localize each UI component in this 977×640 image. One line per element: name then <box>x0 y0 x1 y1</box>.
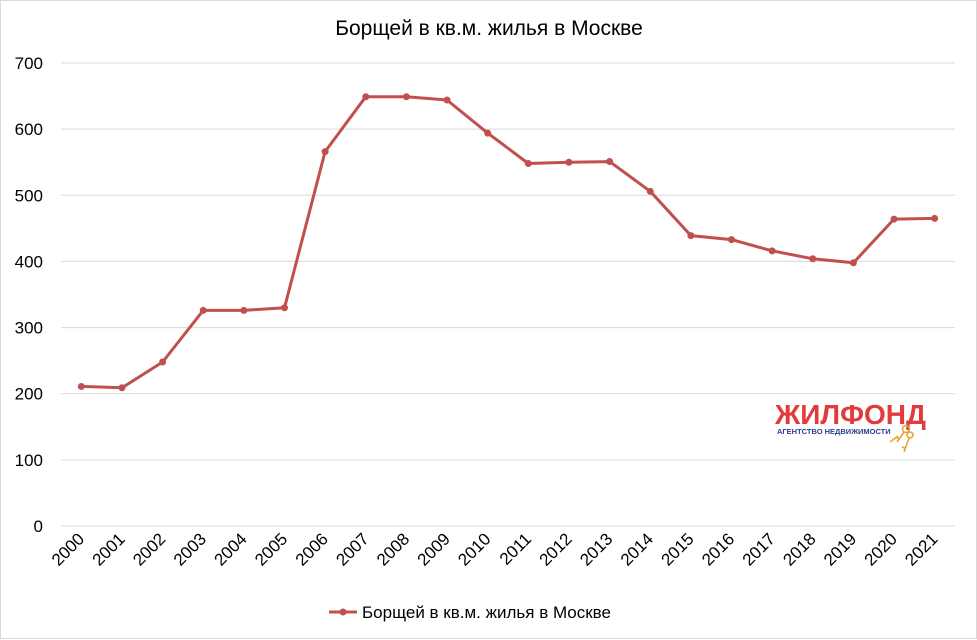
x-tick-label: 2018 <box>779 529 819 569</box>
x-tick-label: 2020 <box>861 529 901 569</box>
series-layer <box>77 93 939 392</box>
legend: Борщей в кв.м. жилья в Москве <box>329 603 611 622</box>
x-tick-label: 2021 <box>901 529 941 569</box>
data-point <box>159 358 167 366</box>
legend-marker-swatch <box>339 608 347 616</box>
y-tick-label: 500 <box>15 186 43 205</box>
x-tick-label: 2000 <box>48 529 88 569</box>
y-tick-label: 600 <box>15 120 43 139</box>
data-point <box>443 96 451 104</box>
x-tick-label: 2013 <box>576 529 616 569</box>
chart-title: Борщей в кв.м. жилья в Москве <box>335 17 643 40</box>
y-tick-label: 300 <box>15 319 43 338</box>
x-tick-label: 2008 <box>373 529 413 569</box>
legend-label: Борщей в кв.м. жилья в Москве <box>362 603 611 622</box>
y-axis-ticks: 0 100 200 300 400 500 600 700 <box>15 54 43 536</box>
series-line-0 <box>79 95 937 390</box>
data-point <box>77 382 85 390</box>
data-point <box>118 384 126 392</box>
x-tick-label: 2004 <box>211 529 251 569</box>
data-point <box>565 158 573 166</box>
gridlines <box>61 62 955 527</box>
x-tick-label: 2003 <box>170 529 210 569</box>
x-tick-label: 2012 <box>536 529 576 569</box>
x-tick-label: 2001 <box>89 529 129 569</box>
data-point <box>362 93 370 101</box>
data-point <box>931 214 939 222</box>
zhilfond-logo: ЖИЛФОНД АГЕНТСТВО НЕДВИЖИМОСТИ <box>774 399 926 453</box>
data-point <box>646 187 654 195</box>
y-tick-label: 200 <box>15 385 43 404</box>
data-point <box>849 259 857 267</box>
x-tick-label: 2015 <box>658 529 698 569</box>
logo-name: ЖИЛФОНД <box>774 399 926 430</box>
x-tick-label: 2002 <box>129 529 169 569</box>
data-point <box>321 148 329 156</box>
data-point <box>402 93 410 101</box>
data-point <box>809 255 817 263</box>
data-point <box>281 304 288 312</box>
x-tick-label: 2007 <box>332 529 372 569</box>
keys-icon <box>889 424 914 453</box>
x-axis-ticks: 2000 2001 2002 2003 2004 2005 2006 2007 2008 2009… <box>48 529 942 569</box>
y-tick-label: 400 <box>15 252 43 271</box>
x-tick-label: 2006 <box>292 529 332 569</box>
y-tick-label: 100 <box>15 451 43 470</box>
x-tick-label: 2014 <box>617 529 657 569</box>
data-point <box>484 129 492 137</box>
x-tick-label: 2005 <box>251 529 291 569</box>
x-tick-label: 2010 <box>454 529 494 569</box>
x-tick-label: 2019 <box>820 529 860 569</box>
data-point <box>199 306 207 314</box>
x-tick-label: 2011 <box>496 529 535 568</box>
y-tick-label: 700 <box>15 54 43 73</box>
y-tick-label: 0 <box>34 517 43 536</box>
x-tick-label: 2017 <box>739 529 779 569</box>
logo-tagline: АГЕНТСТВО НЕДВИЖИМОСТИ <box>777 427 891 436</box>
data-point <box>524 160 532 168</box>
data-point <box>728 236 735 244</box>
x-tick-label: 2016 <box>698 529 738 569</box>
data-point <box>687 232 695 240</box>
data-point <box>890 215 898 223</box>
data-point <box>606 158 614 166</box>
x-tick-label: 2009 <box>414 529 454 569</box>
data-point <box>768 247 776 255</box>
data-point <box>240 306 248 314</box>
